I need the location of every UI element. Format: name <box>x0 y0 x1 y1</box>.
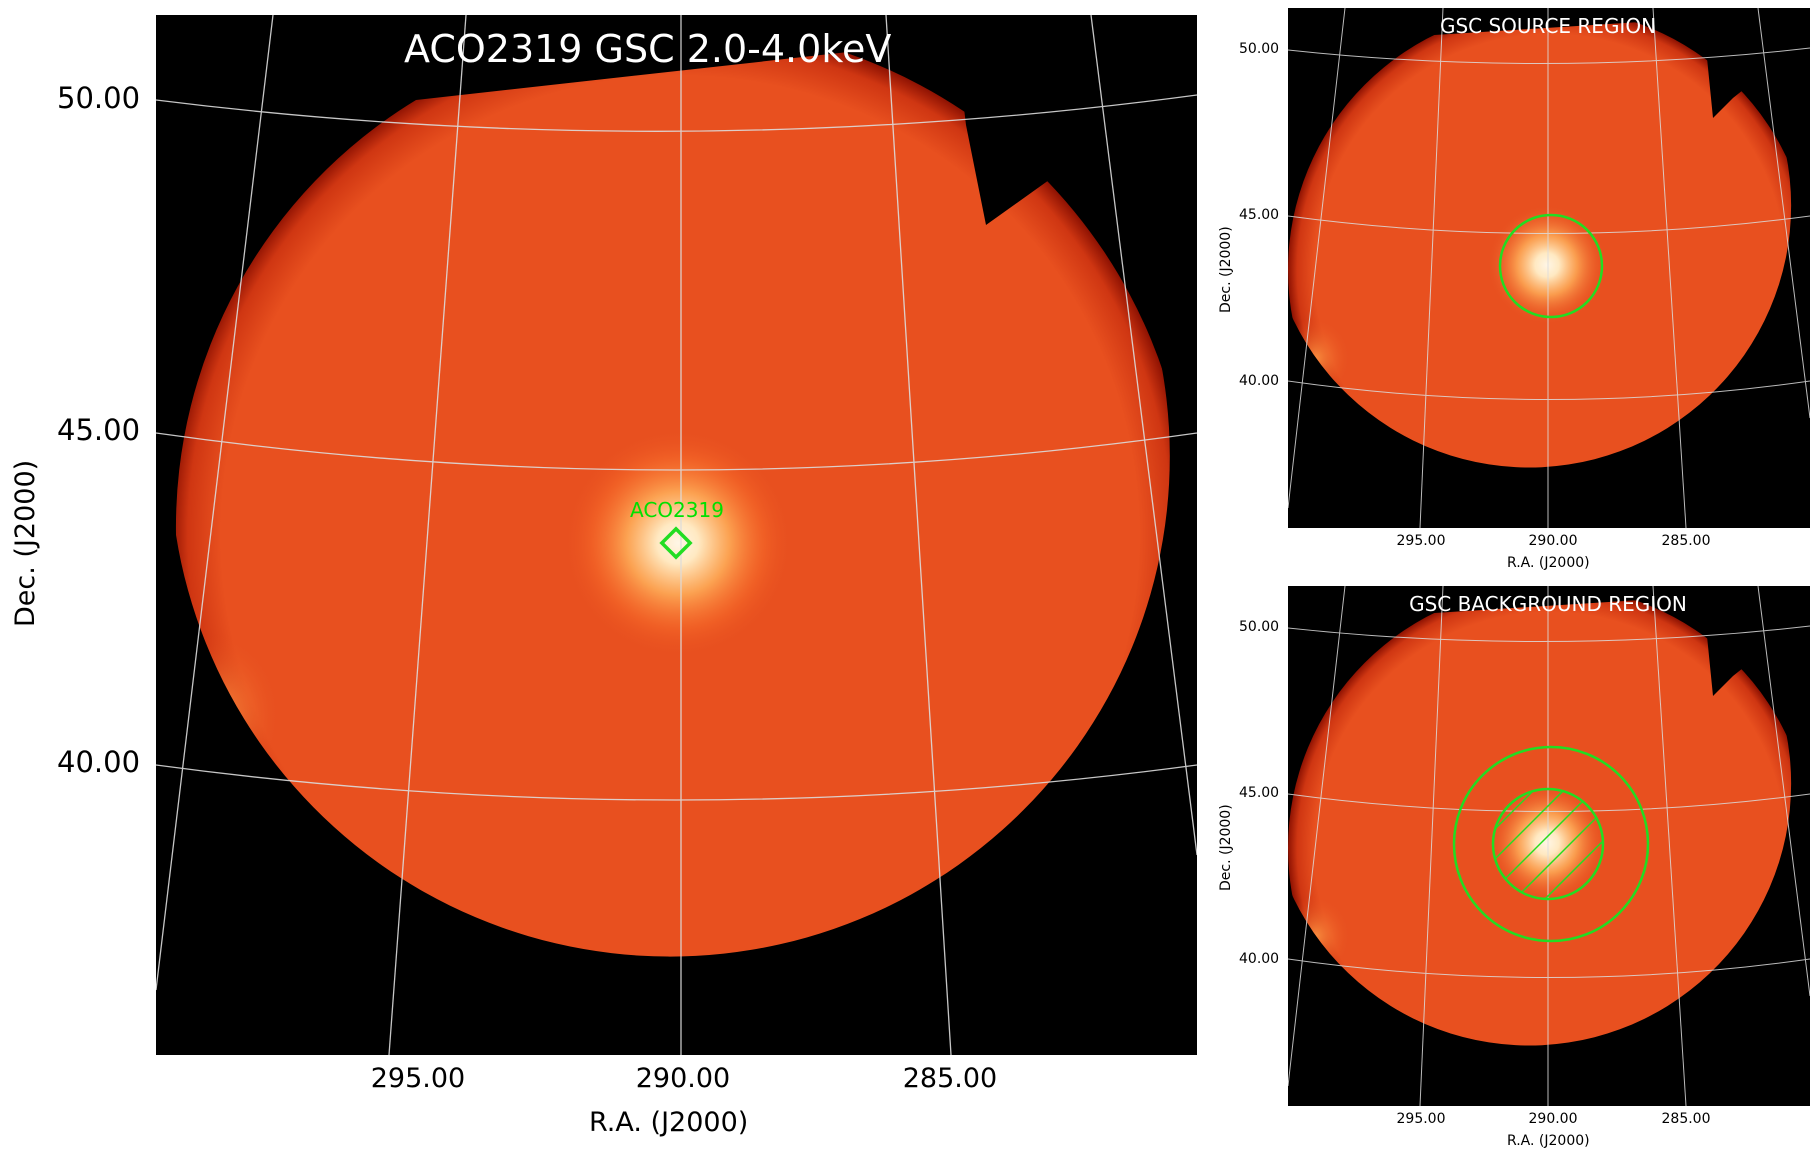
main-image-panel: ACO2319 ACO2319 GSC 2.0-4.0keV <box>156 15 1197 1055</box>
source-ytick-40: 40.00 <box>1239 373 1280 389</box>
source-xtick-285: 285.00 <box>1661 533 1711 549</box>
source-x-axis-label: R.A. (J2000) <box>1507 555 1590 571</box>
source-extraction-circle[interactable] <box>1498 213 1604 319</box>
background-outer-circle[interactable] <box>1452 745 1650 943</box>
background-region-panel: GSC BACKGROUND REGION <box>1288 586 1810 1106</box>
background-y-axis-label: Dec. (J2000) <box>1218 804 1234 891</box>
main-xtick-295: 295.00 <box>370 1063 466 1094</box>
source-coordinate-grid <box>1288 8 1810 528</box>
background-ytick-40: 40.00 <box>1239 951 1280 967</box>
background-xtick-285: 285.00 <box>1661 1111 1711 1127</box>
source-xtick-295: 295.00 <box>1396 533 1446 549</box>
source-region-title: GSC SOURCE REGION <box>1439 14 1657 38</box>
source-ytick-45: 45.00 <box>1239 207 1280 223</box>
main-sky-image: ACO2319 <box>156 15 1197 1055</box>
background-coordinate-grid <box>1288 586 1810 1106</box>
excluded-inner-circle[interactable] <box>1491 787 1605 901</box>
main-xtick-290: 290.00 <box>635 1063 731 1094</box>
cluster-marker-diamond[interactable] <box>659 526 693 560</box>
background-region-image <box>1288 586 1810 1106</box>
main-ytick-40: 40.00 <box>57 745 141 779</box>
source-xtick-290: 290.00 <box>1528 533 1578 549</box>
background-xtick-290: 290.00 <box>1528 1111 1578 1127</box>
main-xtick-285: 285.00 <box>902 1063 998 1094</box>
source-region-panel: GSC SOURCE REGION <box>1288 8 1810 528</box>
background-ytick-45: 45.00 <box>1239 785 1280 801</box>
main-ytick-45: 45.00 <box>57 413 141 447</box>
main-x-axis-label: R.A. (J2000) <box>589 1107 749 1138</box>
source-y-axis-label: Dec. (J2000) <box>1218 226 1234 313</box>
main-y-axis-label: Dec. (J2000) <box>10 459 41 627</box>
background-ytick-50: 50.00 <box>1239 619 1280 635</box>
background-region-title: GSC BACKGROUND REGION <box>1409 592 1687 616</box>
source-ytick-50: 50.00 <box>1239 41 1280 57</box>
main-title: ACO2319 GSC 2.0-4.0keV <box>404 27 892 71</box>
main-ytick-50: 50.00 <box>57 81 141 115</box>
background-x-axis-label: R.A. (J2000) <box>1507 1133 1590 1149</box>
source-region-image <box>1288 8 1810 528</box>
background-xtick-295: 295.00 <box>1396 1111 1446 1127</box>
cluster-label: ACO2319 <box>630 498 724 522</box>
